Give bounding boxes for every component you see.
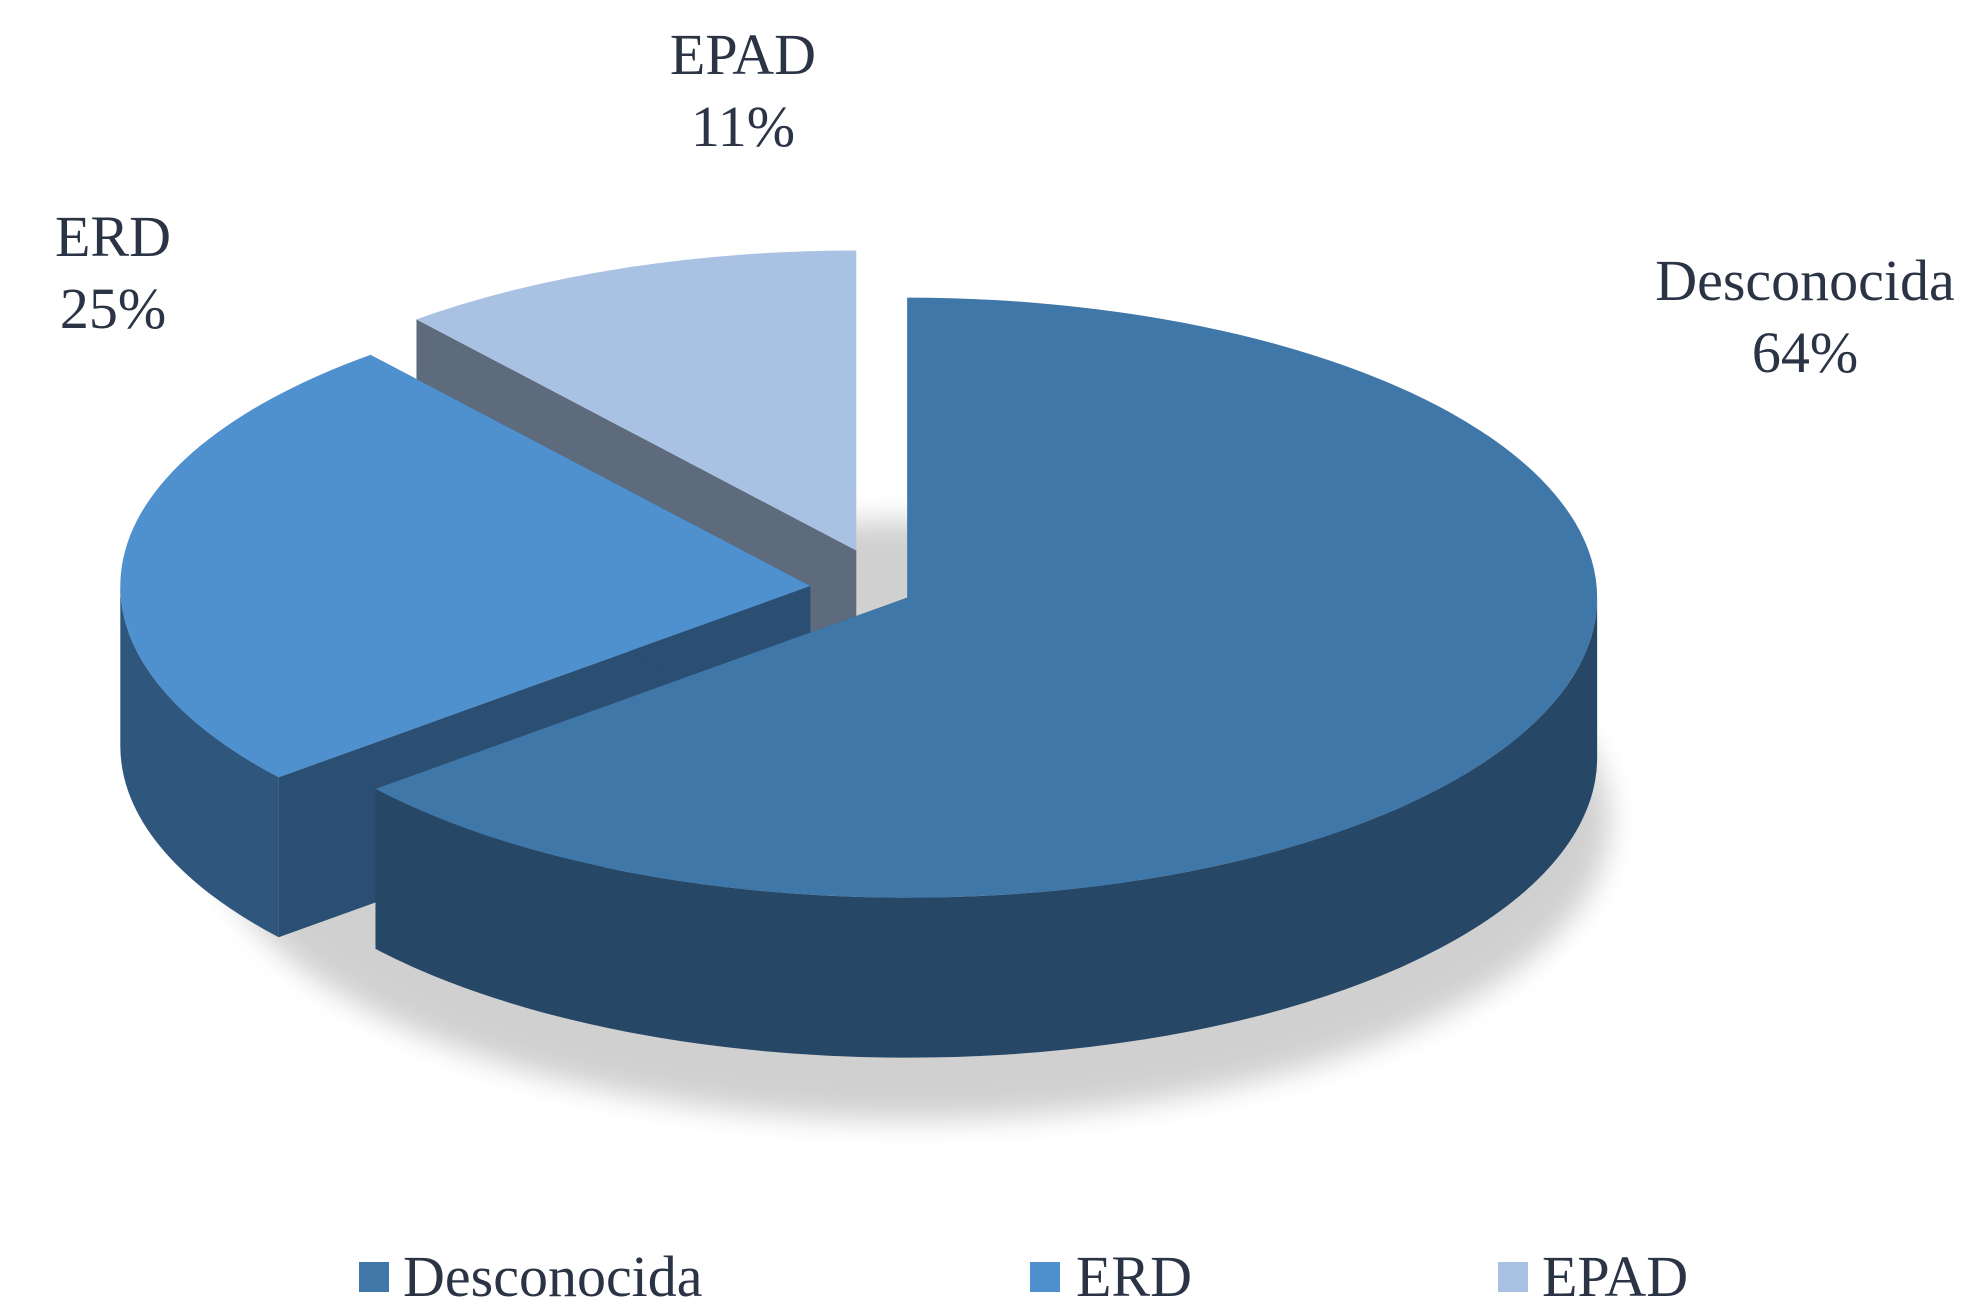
slice-top xyxy=(375,297,1598,898)
data-label-name: ERD xyxy=(55,204,171,269)
slice-top xyxy=(120,354,811,778)
data-label-name: Desconocida xyxy=(1655,248,1955,313)
slice-wall xyxy=(120,586,279,938)
data-label-value: 64% xyxy=(1752,320,1858,385)
data-label: EPAD 11% xyxy=(670,22,816,159)
legend-swatch xyxy=(1030,1262,1060,1292)
data-label-name: EPAD xyxy=(670,22,816,87)
data-label-value: 25% xyxy=(60,276,166,341)
legend-label: Desconocida xyxy=(403,1244,703,1309)
data-label: ERD 25% xyxy=(55,204,171,341)
legend-label: ERD xyxy=(1076,1244,1192,1309)
legend-swatch xyxy=(1498,1262,1528,1292)
slice-wall xyxy=(375,597,1598,1058)
legend-label: EPAD xyxy=(1542,1244,1688,1309)
legend-swatch xyxy=(359,1262,389,1292)
data-label-value: 11% xyxy=(691,94,795,159)
slice-top xyxy=(416,250,857,551)
slice xyxy=(375,297,1598,1058)
data-label: Desconocida 64% xyxy=(1655,248,1955,385)
